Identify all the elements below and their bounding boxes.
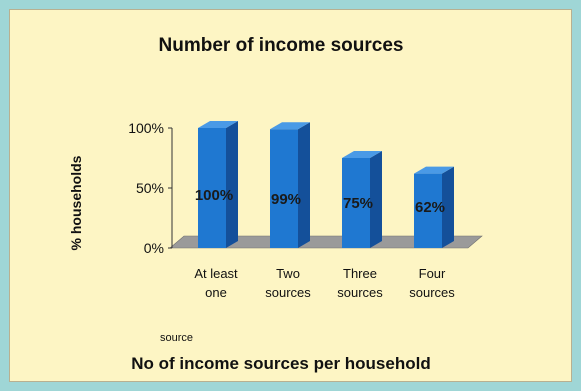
bar — [198, 121, 238, 248]
y-tick-label: 0% — [144, 240, 164, 256]
bar-top — [414, 166, 454, 174]
bar-side — [226, 121, 238, 248]
y-tick-label: 100% — [128, 120, 164, 136]
bar-top — [198, 121, 238, 128]
bar-top — [342, 151, 382, 158]
bars — [198, 121, 454, 248]
y-tick-label: 50% — [136, 180, 164, 196]
data-label: 99% — [271, 191, 301, 208]
chart-title: Number of income sources — [159, 35, 404, 56]
bar-chart: Number of income sources % households 0%… — [68, 35, 483, 373]
bar — [414, 166, 454, 248]
category-label: Three sources — [337, 266, 383, 300]
bar-side — [298, 122, 310, 248]
x-axis-title: No of income sources per household — [131, 354, 430, 373]
data-label: 75% — [343, 195, 373, 212]
bar — [270, 122, 310, 248]
y-axis: 0% 50% 100% — [128, 120, 173, 256]
category-label: Two sources — [265, 266, 311, 300]
data-labels: 100% 99% 75% 62% — [195, 187, 445, 216]
bar-front — [342, 158, 370, 248]
source-note: source — [160, 332, 193, 344]
bar-front — [198, 128, 226, 248]
chart-panel: Number of income sources % households 0%… — [9, 9, 572, 382]
category-label: At least one — [194, 266, 238, 300]
bar — [342, 151, 382, 248]
bar-top — [270, 122, 310, 130]
bar-front — [270, 129, 298, 248]
category-label: Four sources — [409, 266, 455, 300]
x-axis-categories: At least one Two sources Three sources Four sou… — [194, 266, 455, 300]
data-label: 62% — [415, 199, 445, 216]
bar-side — [370, 151, 382, 248]
bar-front — [414, 173, 442, 248]
bar-side — [442, 166, 454, 248]
data-label: 100% — [195, 187, 233, 204]
y-axis-label: % households — [68, 155, 84, 250]
